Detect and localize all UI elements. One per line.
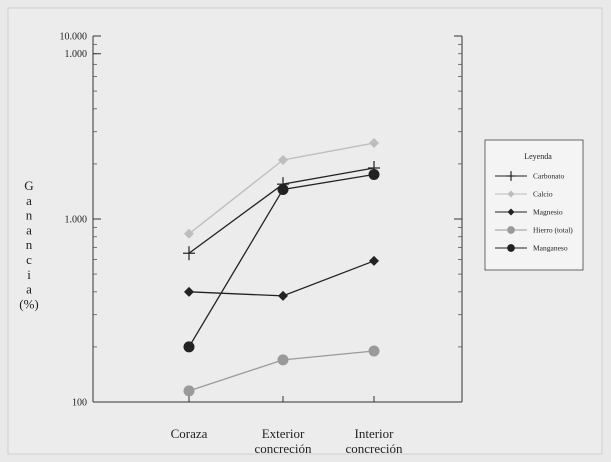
y-tick-label: 1.000 <box>65 215 88 226</box>
y-axis-label-char: c <box>26 252 32 267</box>
y-tick-label: 100 <box>72 398 87 409</box>
x-category-label: concreción <box>254 441 312 456</box>
data-point-diamond <box>507 190 515 198</box>
y-tick-label: 10.000 <box>60 32 88 43</box>
data-point-diamond <box>507 208 515 216</box>
legend-label: Hierro (total) <box>533 226 573 235</box>
data-point-diamond <box>184 228 194 239</box>
data-point-circle <box>183 341 195 353</box>
data-point-circle <box>183 385 195 397</box>
data-point-circle <box>507 244 515 252</box>
y-tick-label: 1.000 <box>65 49 88 60</box>
data-point-circle <box>368 169 380 181</box>
legend-label: Calcio <box>533 190 553 199</box>
legend-entry: Carbonato <box>495 171 564 181</box>
legend-label: Magnesio <box>533 208 563 217</box>
series-hierro-total- <box>183 345 380 397</box>
data-point-circle <box>507 226 515 234</box>
y-axis-label-char: a <box>26 193 32 208</box>
series-manganeso <box>183 169 380 353</box>
legend-title: Leyenda <box>524 152 552 161</box>
legend: Leyenda Carbonato Calcio Magnesio Hierro (to… <box>484 139 584 271</box>
data-point-circle <box>368 345 380 357</box>
x-category-label: Coraza <box>171 426 208 441</box>
y-axis-label-char: a <box>26 282 32 297</box>
y-axis-label-char: (%) <box>19 296 39 311</box>
data-point-plus <box>506 171 516 181</box>
axes: 100 1.000 10.000 1.000 <box>60 32 463 409</box>
y-axis-label-char: n <box>26 237 33 252</box>
data-point-diamond <box>278 290 288 301</box>
legend-entry: Magnesio <box>495 208 563 217</box>
data-point-circle <box>277 183 289 195</box>
legend-entry: Hierro (total) <box>495 226 573 235</box>
series-calcio <box>184 138 379 239</box>
legend-label: Manganeso <box>533 244 568 253</box>
category-labels: Coraza ExteriorconcreciónInteriorconcreci… <box>171 426 403 456</box>
y-axis-label-char: n <box>26 208 33 223</box>
x-category-label: Interior <box>355 426 395 441</box>
y-axis-label-char: i <box>27 267 31 282</box>
legend-entry: Manganeso <box>495 244 568 253</box>
legend-label: Carbonato <box>533 172 564 181</box>
y-axis-label-char: a <box>26 222 32 237</box>
data-point-plus <box>183 246 195 261</box>
series-group <box>183 138 380 397</box>
x-category-label: concreción <box>345 441 403 456</box>
x-category-label: Exterior <box>262 426 305 441</box>
y-axis-label-char: G <box>24 178 33 193</box>
data-point-diamond <box>278 155 288 166</box>
data-point-diamond <box>184 286 194 297</box>
legend-entry: Calcio <box>495 190 553 199</box>
data-point-circle <box>277 354 289 366</box>
data-point-diamond <box>369 255 379 266</box>
data-point-diamond <box>369 138 379 149</box>
